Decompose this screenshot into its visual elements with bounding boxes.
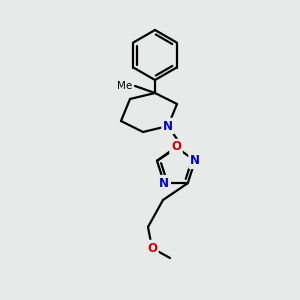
Text: O: O [147,242,157,254]
Text: N: N [159,177,169,190]
Text: N: N [190,154,200,167]
Text: Me: Me [117,81,132,91]
Text: O: O [171,140,181,154]
Text: N: N [163,119,173,133]
